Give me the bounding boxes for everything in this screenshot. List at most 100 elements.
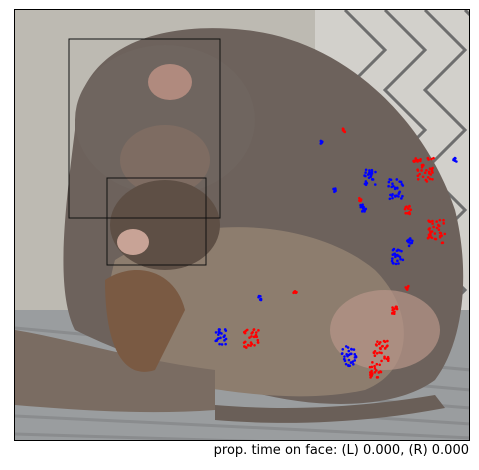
gaze-point bbox=[433, 232, 437, 235]
gaze-point bbox=[373, 364, 376, 368]
gaze-point bbox=[374, 170, 377, 174]
gaze-point bbox=[369, 174, 373, 177]
gaze-point bbox=[292, 290, 296, 294]
gaze-point bbox=[373, 367, 377, 370]
gaze-point bbox=[390, 194, 394, 197]
gaze-point bbox=[370, 178, 374, 181]
gaze-point bbox=[437, 228, 441, 232]
gaze-point bbox=[352, 348, 356, 351]
gaze-point bbox=[394, 305, 398, 309]
gaze-point bbox=[353, 359, 357, 362]
gaze-point bbox=[392, 262, 395, 265]
gaze-point bbox=[406, 207, 410, 210]
gaze-point bbox=[219, 336, 222, 340]
gaze-point bbox=[295, 290, 298, 294]
gaze-point bbox=[431, 177, 434, 181]
gaze-point bbox=[432, 156, 435, 160]
gaze-point bbox=[391, 248, 395, 252]
gaze-point bbox=[218, 342, 221, 346]
gaze-point bbox=[411, 239, 414, 243]
gaze-point bbox=[405, 288, 409, 291]
gaze-point bbox=[387, 180, 391, 184]
gaze-point bbox=[442, 218, 445, 222]
gaze-point bbox=[245, 328, 249, 332]
gaze-point bbox=[391, 308, 394, 312]
gaze-point bbox=[256, 338, 260, 342]
gaze-point bbox=[401, 194, 404, 198]
gaze-point bbox=[373, 349, 377, 353]
gaze-point bbox=[347, 358, 351, 362]
gaze-point bbox=[370, 373, 374, 376]
gaze-point bbox=[378, 363, 382, 367]
image-panel bbox=[14, 9, 470, 441]
gaze-point bbox=[359, 203, 362, 207]
gaze-point bbox=[429, 173, 433, 176]
gaze-point bbox=[425, 168, 428, 172]
gaze-point bbox=[414, 159, 418, 162]
gaze-point bbox=[358, 199, 361, 202]
gaze-point bbox=[390, 259, 394, 263]
gaze-point bbox=[341, 129, 345, 132]
gaze-point bbox=[253, 335, 257, 338]
gaze-point bbox=[420, 169, 423, 172]
gaze-point bbox=[362, 205, 365, 209]
gaze-point bbox=[379, 347, 382, 351]
gaze-point bbox=[405, 205, 408, 208]
gaze-point bbox=[349, 352, 352, 356]
gaze-point bbox=[341, 347, 345, 351]
gaze-point bbox=[400, 249, 403, 253]
gaze-point bbox=[398, 249, 401, 252]
gaze-point bbox=[245, 346, 248, 349]
gaze-point bbox=[385, 357, 389, 361]
gaze-point bbox=[432, 225, 435, 229]
gaze-point bbox=[370, 369, 373, 373]
gaze-point bbox=[368, 365, 372, 369]
gaze-point bbox=[443, 232, 447, 236]
gaze-point bbox=[373, 371, 377, 374]
gaze-point bbox=[414, 157, 418, 160]
gaze-point bbox=[353, 356, 357, 359]
gaze-point bbox=[378, 351, 381, 354]
gaze-point bbox=[253, 343, 256, 347]
gaze-point bbox=[217, 337, 220, 340]
gaze-point bbox=[436, 223, 440, 227]
gaze-point bbox=[371, 361, 374, 364]
gaze-point bbox=[373, 354, 377, 358]
gaze-point bbox=[347, 349, 351, 353]
gaze-point bbox=[344, 345, 348, 348]
gaze-point bbox=[363, 174, 366, 177]
gaze-point bbox=[390, 312, 394, 315]
gaze-point bbox=[220, 343, 224, 346]
gaze-point bbox=[334, 189, 337, 193]
gaze-point bbox=[380, 359, 383, 363]
gaze-point bbox=[416, 169, 420, 172]
infant-face-box bbox=[106, 177, 207, 266]
gaze-point bbox=[418, 172, 421, 176]
gaze-point bbox=[248, 336, 251, 339]
gaze-point bbox=[392, 252, 396, 256]
gaze-point bbox=[258, 298, 262, 301]
gaze-point bbox=[332, 188, 336, 191]
gaze-point bbox=[393, 186, 397, 190]
gaze-point bbox=[403, 207, 407, 211]
gaze-point bbox=[376, 340, 379, 343]
gaze-point bbox=[378, 340, 382, 344]
gaze-point bbox=[361, 209, 364, 213]
gaze-point bbox=[418, 159, 422, 163]
proportion-caption: prop. time on face: (L) 0.000, (R) 0.000 bbox=[213, 443, 469, 458]
gaze-point bbox=[382, 339, 386, 343]
gaze-point bbox=[250, 332, 253, 335]
gaze-point bbox=[438, 218, 442, 222]
gaze-point bbox=[347, 364, 350, 368]
gaze-point bbox=[346, 346, 350, 349]
gaze-point bbox=[373, 183, 377, 186]
gaze-point bbox=[375, 362, 379, 366]
gaze-point bbox=[259, 294, 262, 298]
gaze-point bbox=[367, 176, 371, 180]
gaze-point bbox=[391, 182, 394, 186]
gaze-point bbox=[393, 310, 396, 314]
gaze-point bbox=[247, 344, 250, 347]
gaze-point bbox=[395, 249, 399, 253]
infant-monkey bbox=[105, 180, 220, 372]
gaze-point bbox=[395, 194, 398, 197]
